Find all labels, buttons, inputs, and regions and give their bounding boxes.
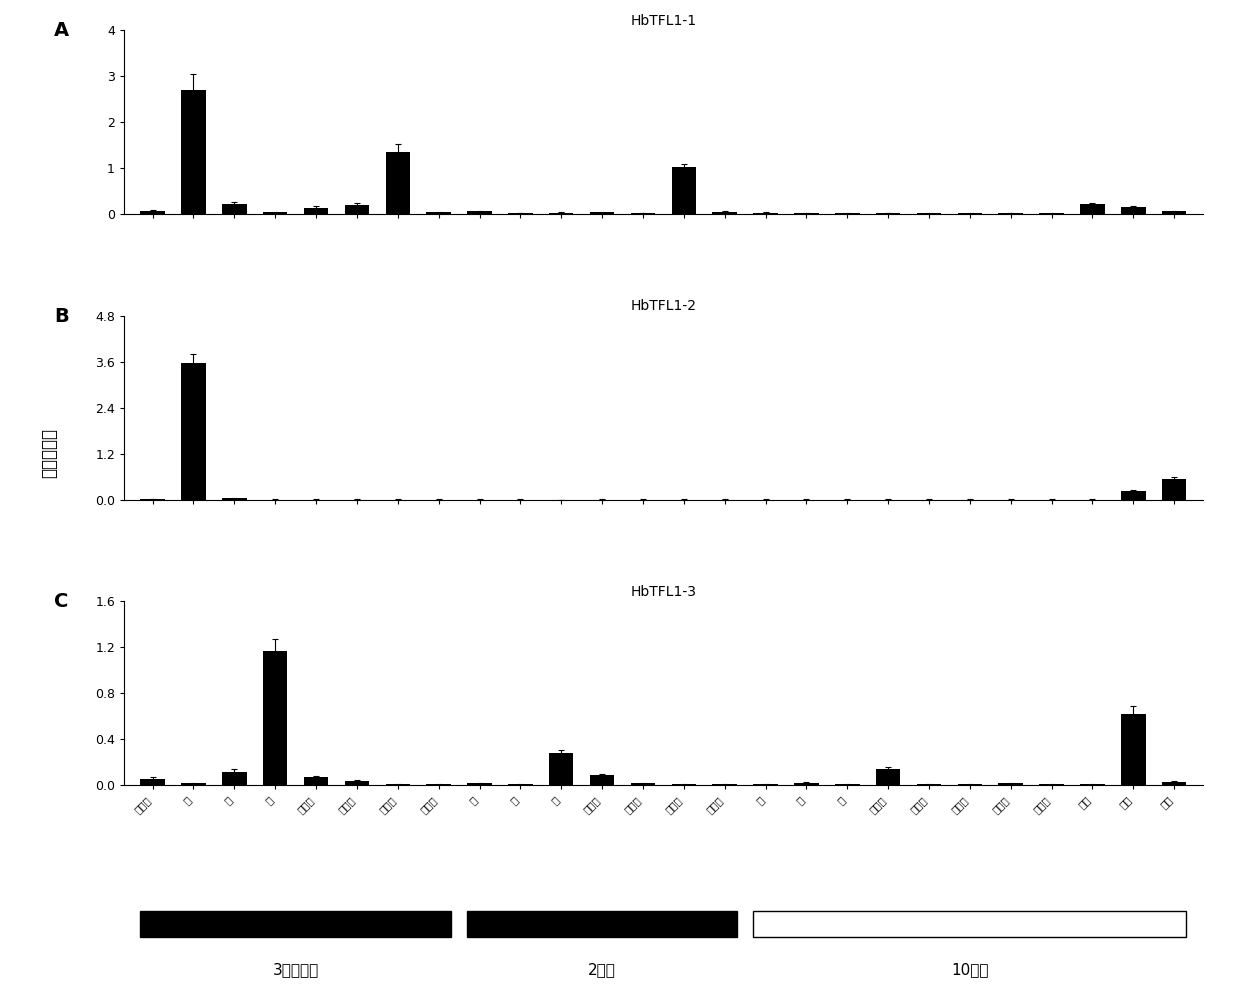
Bar: [794, 213, 818, 214]
Bar: [345, 205, 370, 214]
Bar: [1162, 479, 1187, 499]
Bar: [427, 212, 451, 214]
Bar: [181, 783, 206, 785]
Bar: [1039, 784, 1064, 785]
Bar: [672, 167, 696, 214]
Bar: [549, 753, 573, 785]
Bar: [140, 211, 165, 214]
Text: 相对表达量: 相对表达量: [41, 428, 58, 478]
Bar: [140, 778, 165, 785]
Bar: [1162, 211, 1187, 214]
Bar: [998, 783, 1023, 785]
Bar: [386, 152, 410, 214]
Text: 2年树: 2年树: [588, 962, 616, 977]
Bar: [875, 213, 900, 214]
Bar: [508, 213, 533, 214]
Text: 3个月幼苗: 3个月幼苗: [273, 962, 319, 977]
Bar: [1080, 204, 1105, 214]
Bar: [222, 771, 247, 785]
Title: HbTFL1-3: HbTFL1-3: [630, 585, 697, 599]
Bar: [1162, 782, 1187, 785]
Bar: [1080, 784, 1105, 785]
Title: HbTFL1-2: HbTFL1-2: [630, 299, 697, 313]
Bar: [753, 784, 777, 785]
Bar: [181, 90, 206, 214]
Bar: [875, 769, 900, 785]
Bar: [590, 775, 614, 785]
Bar: [467, 783, 492, 785]
Bar: [753, 212, 777, 214]
Bar: [181, 363, 206, 499]
Bar: [590, 212, 614, 214]
Bar: [713, 784, 737, 785]
Bar: [713, 211, 737, 214]
Bar: [1121, 714, 1146, 785]
Title: HbTFL1-1: HbTFL1-1: [630, 14, 697, 27]
Bar: [386, 784, 410, 785]
Bar: [1121, 491, 1146, 499]
Bar: [998, 213, 1023, 214]
Bar: [957, 784, 982, 785]
Bar: [631, 783, 655, 785]
Bar: [427, 784, 451, 785]
Text: A: A: [53, 21, 69, 40]
Bar: [222, 498, 247, 499]
Bar: [263, 212, 288, 214]
Text: C: C: [53, 592, 68, 611]
Text: 10年树: 10年树: [951, 962, 988, 977]
Bar: [1121, 206, 1146, 214]
Bar: [222, 204, 247, 214]
Bar: [631, 213, 655, 214]
Bar: [508, 784, 533, 785]
Bar: [467, 211, 492, 214]
Bar: [916, 784, 941, 785]
Bar: [549, 212, 573, 214]
Bar: [794, 783, 818, 785]
Bar: [304, 777, 329, 785]
Bar: [835, 784, 859, 785]
Text: B: B: [53, 306, 68, 325]
Bar: [304, 207, 329, 214]
Bar: [345, 780, 370, 785]
Bar: [672, 784, 696, 785]
Bar: [263, 651, 288, 785]
